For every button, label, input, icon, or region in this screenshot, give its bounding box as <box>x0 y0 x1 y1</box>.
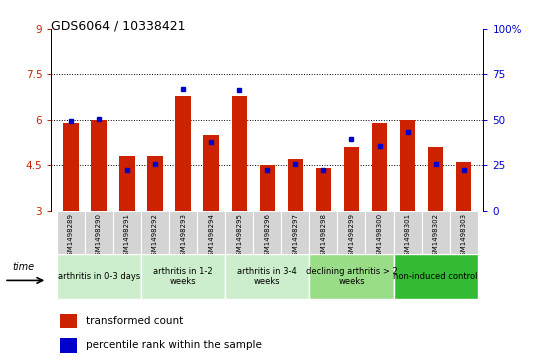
Bar <box>204 135 219 211</box>
Bar <box>169 211 197 254</box>
Bar <box>60 338 77 352</box>
Text: arthritis in 0-3 days: arthritis in 0-3 days <box>58 272 140 281</box>
Bar <box>422 211 450 254</box>
Text: percentile rank within the sample: percentile rank within the sample <box>86 340 262 350</box>
Text: arthritis in 3-4
weeks: arthritis in 3-4 weeks <box>238 267 297 286</box>
Bar <box>176 95 191 211</box>
Text: GDS6064 / 10338421: GDS6064 / 10338421 <box>51 20 186 33</box>
Bar <box>57 211 85 254</box>
Bar <box>366 211 394 254</box>
Bar <box>400 120 415 211</box>
Bar <box>197 211 225 254</box>
Bar <box>57 254 141 299</box>
Bar <box>372 123 387 211</box>
Text: GSM1498293: GSM1498293 <box>180 213 186 260</box>
Bar <box>60 314 77 328</box>
Bar <box>119 156 135 211</box>
Text: GSM1498296: GSM1498296 <box>264 213 271 260</box>
Bar <box>394 211 422 254</box>
Text: non-induced control: non-induced control <box>393 272 478 281</box>
Bar <box>344 147 359 211</box>
Bar <box>309 211 338 254</box>
Bar <box>316 168 331 211</box>
Text: declining arthritis > 2
weeks: declining arthritis > 2 weeks <box>306 267 397 286</box>
Text: arthritis in 1-2
weeks: arthritis in 1-2 weeks <box>153 267 213 286</box>
Bar <box>232 95 247 211</box>
Text: GSM1498292: GSM1498292 <box>152 213 158 260</box>
Text: transformed count: transformed count <box>86 316 183 326</box>
Bar <box>288 159 303 211</box>
Bar <box>338 211 366 254</box>
Text: GSM1498291: GSM1498291 <box>124 213 130 260</box>
Bar <box>91 120 107 211</box>
Bar <box>147 156 163 211</box>
Bar <box>63 123 79 211</box>
Bar <box>113 211 141 254</box>
Text: GSM1498301: GSM1498301 <box>404 213 410 260</box>
Bar <box>253 211 281 254</box>
Text: GSM1498303: GSM1498303 <box>461 213 467 260</box>
Bar <box>450 211 478 254</box>
Text: GSM1498302: GSM1498302 <box>433 213 438 260</box>
Text: GSM1498289: GSM1498289 <box>68 213 74 260</box>
Bar <box>225 254 309 299</box>
Bar <box>394 254 478 299</box>
Bar <box>428 147 443 211</box>
Bar <box>85 211 113 254</box>
Text: GSM1498294: GSM1498294 <box>208 213 214 260</box>
Text: GSM1498299: GSM1498299 <box>348 213 354 260</box>
Text: GSM1498297: GSM1498297 <box>292 213 299 260</box>
Text: GSM1498300: GSM1498300 <box>376 213 382 260</box>
Bar <box>309 254 394 299</box>
Bar <box>141 211 169 254</box>
Bar <box>260 165 275 211</box>
Text: GSM1498298: GSM1498298 <box>320 213 326 260</box>
Bar <box>281 211 309 254</box>
Text: time: time <box>12 262 34 272</box>
Text: GSM1498290: GSM1498290 <box>96 213 102 260</box>
Text: GSM1498295: GSM1498295 <box>236 213 242 260</box>
Bar <box>225 211 253 254</box>
Bar <box>456 162 471 211</box>
Bar <box>141 254 225 299</box>
